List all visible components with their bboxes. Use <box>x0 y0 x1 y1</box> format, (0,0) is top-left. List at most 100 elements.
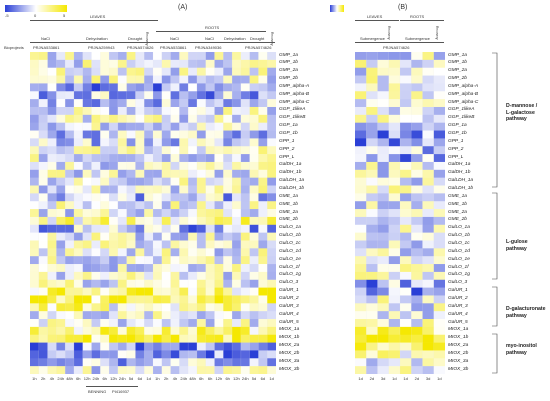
heatmap-cell <box>100 146 110 155</box>
heatmap-cell <box>267 83 276 92</box>
heatmap-cell <box>214 240 224 249</box>
heatmap-cell <box>214 209 224 218</box>
heatmap-cell <box>38 177 48 186</box>
heatmap-cell <box>214 287 224 296</box>
gene-label: GalUR_4 <box>448 311 468 317</box>
heatmap-cell <box>153 106 163 116</box>
heatmap-cell <box>411 216 423 226</box>
heatmap-cell <box>188 240 198 249</box>
heatmap-cell <box>30 67 40 76</box>
heatmap-cell <box>47 350 57 359</box>
heatmap-cell <box>249 193 259 202</box>
heatmap-cell <box>214 224 224 233</box>
heatmap-cell <box>47 52 57 61</box>
heatmap-cell <box>65 216 75 226</box>
heatmap-cell <box>161 177 171 186</box>
heatmap-cell <box>258 248 268 257</box>
heatmap-cell <box>91 232 101 241</box>
heatmap-cell <box>400 256 412 265</box>
heatmap-cell <box>400 216 412 226</box>
heatmap-cell <box>377 224 390 233</box>
heatmap-cell <box>188 59 198 68</box>
heatmap-cell <box>109 334 119 343</box>
heatmap-cell <box>422 146 435 155</box>
heatmap-cell <box>161 201 171 210</box>
heatmap-cell <box>117 75 127 84</box>
gene-label: GulLO_1f <box>448 264 469 270</box>
heatmap-cell <box>47 295 57 304</box>
heatmap-cell <box>126 209 136 218</box>
heatmap-cell <box>82 216 92 226</box>
heatmap-cell <box>100 185 110 194</box>
heatmap-cell <box>223 271 233 281</box>
heatmap-cell <box>65 193 75 202</box>
heatmap-cell <box>232 326 242 336</box>
heatmap-cell <box>196 209 207 218</box>
heatmap-cell <box>47 106 57 116</box>
heatmap-cell <box>91 161 101 171</box>
time-label: 24h <box>92 376 100 381</box>
heatmap-cell <box>56 232 66 241</box>
heatmap-cell <box>196 216 207 226</box>
heatmap-cell <box>188 169 198 178</box>
heatmap-cell <box>179 256 189 265</box>
heatmap-cell <box>100 83 110 92</box>
heatmap-cell <box>188 185 198 194</box>
heatmap-cell <box>153 99 163 108</box>
heatmap-cell <box>56 264 66 273</box>
heatmap-cell <box>109 311 119 320</box>
heatmap-cell <box>82 193 92 202</box>
panel-a-roots-rule <box>156 31 266 32</box>
heatmap-cell <box>38 271 48 281</box>
heatmap-cell <box>38 240 48 249</box>
heatmap-cell <box>100 106 110 116</box>
heatmap-cell <box>249 366 259 374</box>
heatmap-cell <box>258 287 268 296</box>
heatmap-cell <box>47 271 57 281</box>
gene-label: GulLO_1g <box>448 272 470 278</box>
heatmap-cell <box>135 350 145 359</box>
heatmap-cell <box>355 67 367 76</box>
heatmap-cell <box>422 240 435 249</box>
heatmap-cell <box>388 271 401 281</box>
heatmap-cell <box>144 319 154 328</box>
heatmap-cell <box>153 342 163 351</box>
heatmap-cell <box>47 177 57 186</box>
heatmap-cell <box>73 311 84 320</box>
heatmap-cell <box>205 130 215 139</box>
heatmap-cell <box>47 75 57 84</box>
heatmap-cell <box>267 240 276 249</box>
heatmap-cell <box>232 130 242 139</box>
heatmap-cell <box>196 248 207 257</box>
heatmap-cell <box>91 67 101 76</box>
heatmap-cell <box>223 209 233 218</box>
heatmap-cell <box>126 177 136 186</box>
heatmap-cell <box>240 311 250 320</box>
heatmap-cell <box>400 334 412 343</box>
heatmap-cell <box>82 52 92 61</box>
heatmap-cell <box>56 319 66 328</box>
heatmap-cell <box>161 83 171 92</box>
heatmap-cell <box>170 240 180 249</box>
heatmap-cell <box>240 319 250 328</box>
heatmap-cell <box>170 161 180 171</box>
heatmap-cell <box>249 334 259 343</box>
heatmap-cell <box>47 138 57 147</box>
heatmap-cell <box>223 256 233 265</box>
gene-label: MIOX_1a <box>448 327 469 333</box>
heatmap-cell <box>258 264 268 273</box>
heatmap-cell <box>126 75 136 84</box>
panel-a-heatmap <box>30 52 276 374</box>
heatmap-cell <box>144 59 154 68</box>
heatmap-cell <box>422 334 435 343</box>
heatmap-cell <box>47 130 57 139</box>
heatmap-cell <box>161 366 171 374</box>
heatmap-cell <box>377 311 390 320</box>
heatmap-cell <box>38 232 48 241</box>
heatmap-cell <box>161 248 171 257</box>
heatmap-cell <box>355 303 367 312</box>
heatmap-cell <box>267 161 276 171</box>
heatmap-cell <box>240 52 250 61</box>
heatmap-cell <box>223 83 233 92</box>
heatmap-cell <box>65 59 75 68</box>
